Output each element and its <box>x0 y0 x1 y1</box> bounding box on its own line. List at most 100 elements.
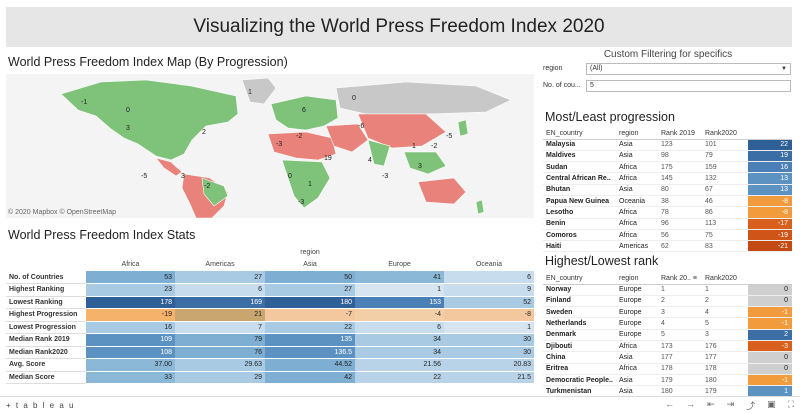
central-america[interactable] <box>155 157 183 177</box>
stats-table: region Africa Americas Asia Europe Ocean… <box>6 246 534 384</box>
stats-row[interactable]: Avg. Score 37.00 29.63 44.52 21.56 20.83 <box>6 358 534 372</box>
share-icon[interactable]: ⤴ <box>746 401 756 411</box>
stats-cell: 44.52 <box>265 358 355 372</box>
col-header[interactable]: Africa <box>121 261 140 269</box>
col-header[interactable]: Rank 2019 <box>658 128 702 140</box>
japan[interactable] <box>457 119 469 137</box>
stats-row[interactable]: Median Rank2020 108 76 136.5 34 30 <box>6 346 534 359</box>
forward-icon[interactable]: ⇥ <box>726 399 735 409</box>
stats-row[interactable]: Median Score 33 29 42 22 21.5 <box>6 371 534 384</box>
table-row[interactable]: Netherlands Europe 4 5 -1 <box>543 317 792 330</box>
australia[interactable] <box>417 177 467 205</box>
table-cell: 83 <box>702 240 748 253</box>
col-header[interactable]: Rank2020 <box>702 273 748 285</box>
table-row[interactable]: Eritrea Africa 178 178 0 <box>543 363 792 375</box>
col-header[interactable]: EN_country <box>543 128 616 140</box>
table-row[interactable]: Sudan Africa 175 159 16 <box>543 161 792 174</box>
col-header[interactable]: region <box>616 273 658 285</box>
india[interactable] <box>367 139 391 167</box>
stats-row[interactable]: Highest Ranking 23 6 27 1 9 <box>6 283 534 297</box>
russia[interactable] <box>335 81 512 115</box>
southeast-asia[interactable] <box>403 151 447 175</box>
map-label: 1 <box>248 89 252 96</box>
col-header[interactable]: region <box>616 128 658 140</box>
greenland[interactable] <box>241 77 277 105</box>
col-header[interactable]: Americas <box>205 261 235 269</box>
tableau-logo[interactable]: + t a b l e a u <box>6 401 75 410</box>
col-header[interactable]: Europe <box>388 261 411 269</box>
col-header[interactable]: Oceania <box>475 261 503 269</box>
stats-row[interactable]: Lowest Ranking 178 169 180 153 52 <box>6 296 534 309</box>
col-header[interactable]: Rank2020 <box>702 128 748 140</box>
download-icon[interactable]: ▣ <box>767 399 776 409</box>
stats-cell: 108 <box>86 346 175 359</box>
stats-row[interactable]: Median Rank 2019 109 79 135 34 30 <box>6 333 534 347</box>
map-label: -5 <box>141 173 147 180</box>
map-credit[interactable]: © 2020 Mapbox © OpenStreetMap <box>8 209 116 216</box>
table-cell: Maldives <box>543 150 616 163</box>
stats-row[interactable]: No. of Countries 53 27 50 41 6 <box>6 271 534 284</box>
table-cell: Europe <box>616 317 658 330</box>
stats-cell: 21 <box>175 308 265 322</box>
table-cell: Denmark <box>543 329 616 341</box>
table-row[interactable]: Papua New Guinea Oceania 38 46 -8 <box>543 195 792 208</box>
table-row[interactable]: Malaysia Asia 123 101 22 <box>543 139 792 151</box>
table-row[interactable]: Democratic People.. Asia 179 180 -1 <box>543 374 792 387</box>
stats-cell: 22 <box>355 371 444 384</box>
europe[interactable] <box>270 95 339 131</box>
table-row[interactable]: Sweden Europe 3 4 -1 <box>543 306 792 319</box>
table-cell: Asia <box>616 374 658 387</box>
col-header[interactable]: Rank 20.. ≡ <box>658 273 702 285</box>
change-cell: -1 <box>748 374 792 387</box>
new-zealand[interactable] <box>475 199 485 215</box>
col-header[interactable]: EN_country <box>543 273 616 285</box>
redo-icon[interactable]: → <box>686 399 696 409</box>
dashboard-title: Visualizing the World Press Freedom Inde… <box>6 7 792 47</box>
table-row[interactable]: Finland Europe 2 2 0 <box>543 295 792 308</box>
table-cell: Europe <box>616 284 658 296</box>
table-row[interactable]: Benin Africa 96 113 -17 <box>543 218 792 230</box>
table-cell: Europe <box>616 295 658 308</box>
stats-row[interactable]: Lowest Progression 16 7 22 6 1 <box>6 321 534 334</box>
stats-cell: 109 <box>86 333 175 347</box>
table-row[interactable]: Norway Europe 1 1 0 <box>543 284 792 296</box>
table-row[interactable]: Central African Re.. Africa 145 132 13 <box>543 172 792 185</box>
table-cell: Comoros <box>543 229 616 242</box>
map-label: -2 <box>204 183 210 190</box>
table-cell: Djibouti <box>543 340 616 353</box>
africa-north[interactable] <box>267 131 337 161</box>
table-row[interactable]: Djibouti Africa 173 176 -3 <box>543 340 792 353</box>
change-cell: -17 <box>748 218 792 230</box>
region-dropdown[interactable]: (All) ▼ <box>586 62 791 75</box>
table-cell: 177 <box>658 351 702 364</box>
revert-icon[interactable]: ⇤ <box>707 399 715 409</box>
table-row[interactable]: China Asia 177 177 0 <box>543 351 792 364</box>
africa-south[interactable] <box>281 159 331 209</box>
count-input[interactable]: 5 <box>586 79 791 92</box>
change-cell: 0 <box>748 363 792 375</box>
map-label: -2 <box>296 133 302 140</box>
table-row[interactable]: Maldives Asia 98 79 19 <box>543 150 792 163</box>
table-row[interactable]: Comoros Africa 56 75 -19 <box>543 229 792 242</box>
brazil[interactable] <box>201 177 229 207</box>
table-row[interactable]: Lesotho Africa 78 86 -8 <box>543 206 792 219</box>
stats-row[interactable]: Highest Progression -19 21 -7 -4 -8 <box>6 308 534 322</box>
change-cell: 0 <box>748 295 792 308</box>
table-cell: 180 <box>702 374 748 387</box>
map-label: 3 <box>418 163 422 170</box>
fullscreen-icon[interactable]: ⛶ <box>787 399 794 409</box>
middle-east[interactable] <box>325 123 369 153</box>
stats-cell: 53 <box>86 271 175 284</box>
table-cell: Africa <box>616 229 658 242</box>
world-map[interactable]: 0 -1 3 2 3 1 -5 -2 -3 0 6 -2 19 1 -3 4 -… <box>6 74 534 218</box>
table-cell: Central African Re.. <box>543 172 616 185</box>
table-row[interactable]: Haiti Americas 62 83 -21 <box>543 240 792 253</box>
table-row[interactable]: Denmark Europe 5 3 2 <box>543 329 792 341</box>
table-row[interactable]: Bhutan Asia 80 67 13 <box>543 184 792 196</box>
map-svg[interactable]: 0 -1 3 2 3 1 -5 -2 -3 0 6 -2 19 1 -3 4 -… <box>6 74 534 218</box>
north-america[interactable] <box>60 79 239 161</box>
asia-central[interactable] <box>357 113 447 149</box>
stats-cell: 30 <box>444 346 534 359</box>
col-header[interactable]: Asia <box>303 261 317 269</box>
undo-icon[interactable]: ← <box>665 399 675 409</box>
